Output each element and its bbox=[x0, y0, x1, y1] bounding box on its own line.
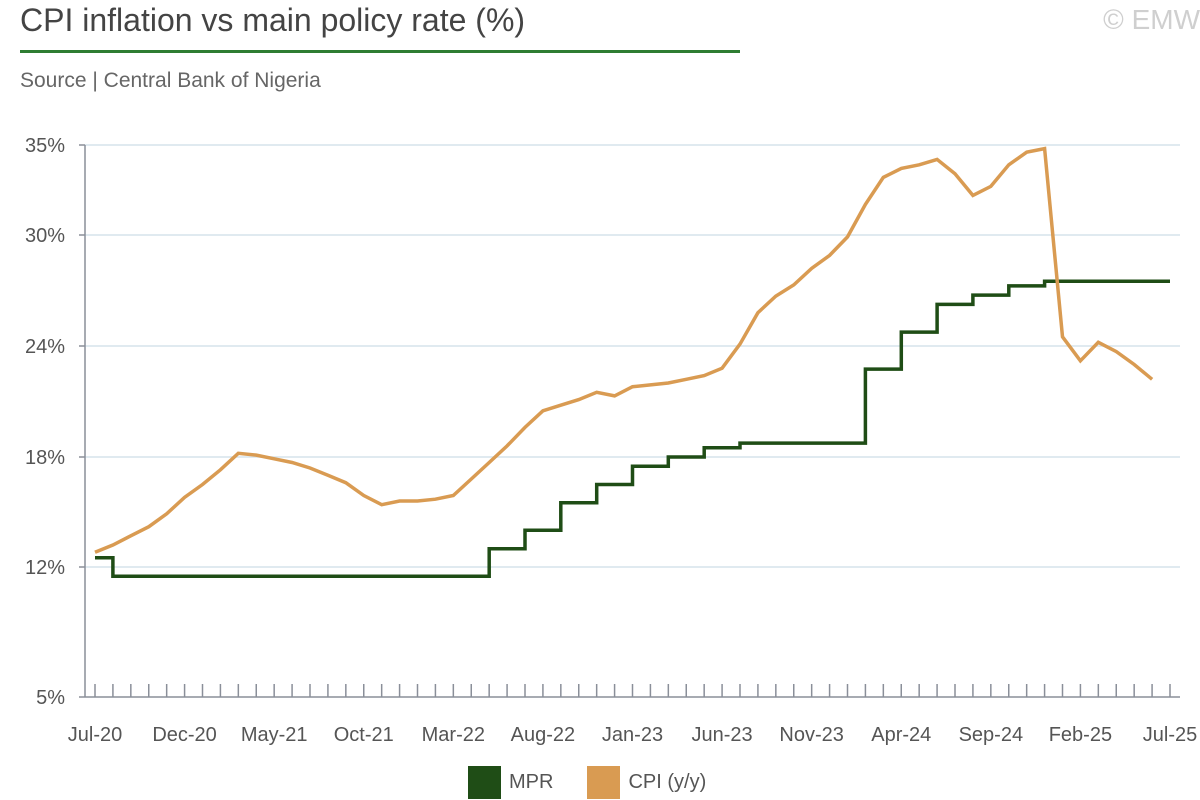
x-tick-label: Oct-21 bbox=[334, 724, 394, 746]
x-tick-label: May-21 bbox=[241, 724, 308, 746]
x-tick-label: Feb-25 bbox=[1049, 724, 1112, 746]
legend-item-mpr: MPR bbox=[468, 766, 553, 799]
x-tick-label: Apr-24 bbox=[871, 724, 931, 746]
series-line-cpi bbox=[94, 146, 1154, 554]
title-underline bbox=[20, 50, 740, 53]
x-tick-label: Dec-20 bbox=[152, 724, 216, 746]
legend-swatch-cpi bbox=[587, 766, 621, 799]
x-tick-label: Jul-25 bbox=[1143, 724, 1197, 746]
y-tick-label: 18% bbox=[25, 447, 65, 469]
x-tick-label: Sep-24 bbox=[959, 724, 1024, 746]
legend-label-mpr: MPR bbox=[509, 771, 554, 793]
x-tick-label: Jul-20 bbox=[68, 724, 122, 746]
y-tick-label: 35% bbox=[25, 135, 65, 157]
x-tick-label: Mar-22 bbox=[422, 724, 485, 746]
series-line-mpr bbox=[95, 279, 1170, 579]
legend-swatch-mpr bbox=[468, 766, 501, 799]
chart-subtitle: Source | Central Bank of Nigeria bbox=[20, 69, 321, 92]
chart-title: CPI inflation vs main policy rate (%) bbox=[20, 2, 526, 38]
legend-label-cpi: CPI (y/y) bbox=[628, 771, 707, 793]
copyright-watermark: © EMW bbox=[1103, 4, 1200, 35]
y-tick-label: 24% bbox=[25, 336, 65, 358]
chart-legend: MPR CPI (y/y) bbox=[468, 766, 740, 799]
x-tick-label: Nov-23 bbox=[779, 724, 843, 746]
y-tick-label: 5% bbox=[36, 687, 65, 709]
legend-item-cpi: CPI (y/y) bbox=[587, 766, 706, 799]
y-tick-label: 12% bbox=[25, 557, 65, 579]
x-tick-label: Jun-23 bbox=[692, 724, 753, 746]
x-tick-label: Aug-22 bbox=[511, 724, 576, 746]
y-tick-label: 30% bbox=[25, 225, 65, 247]
x-tick-label: Jan-23 bbox=[602, 724, 663, 746]
